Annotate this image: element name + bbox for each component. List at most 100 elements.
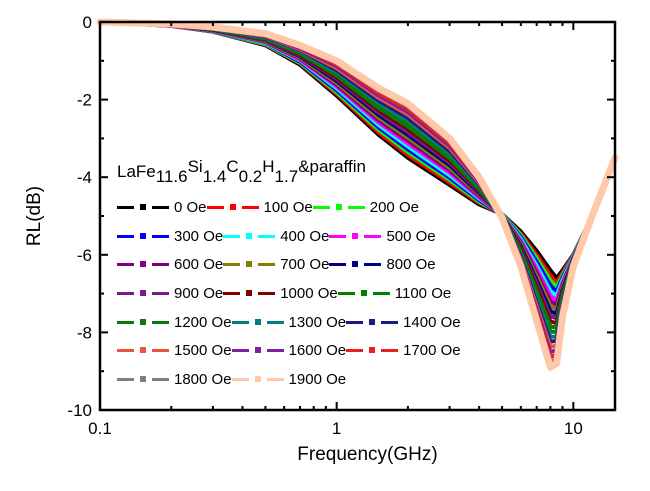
legend-marker-icon bbox=[140, 289, 146, 296]
legend-marker-icon bbox=[369, 318, 376, 325]
legend-line-segment bbox=[312, 205, 330, 209]
legend-label: 0 Oe bbox=[174, 198, 207, 216]
legend-line-segment bbox=[152, 234, 169, 238]
legend-line-segment bbox=[381, 320, 399, 324]
legend-line-segment bbox=[372, 291, 390, 295]
legend-swatch bbox=[117, 347, 169, 354]
legend-item: 500 Oe bbox=[329, 227, 436, 245]
legend-row: 1800 Oe 1900 Oe bbox=[117, 365, 461, 394]
legend-title-part: 0.2 bbox=[238, 167, 263, 186]
legend-line-segment bbox=[152, 205, 169, 209]
legend-line-segment bbox=[117, 349, 134, 353]
legend-line-segment bbox=[258, 263, 276, 267]
legend-swatch bbox=[329, 232, 382, 239]
legend-line-segment bbox=[346, 320, 364, 324]
legend-label: 1400 Oe bbox=[403, 313, 461, 331]
legend-line-segment bbox=[152, 377, 169, 381]
y-tick-label: -8 bbox=[77, 323, 92, 342]
legend-marker-icon bbox=[140, 203, 146, 210]
legend-row: 0 Oe 100 Oe 200 Oe bbox=[117, 193, 461, 222]
legend-label: 1100 Oe bbox=[394, 284, 452, 302]
legend-line-segment bbox=[152, 349, 169, 353]
legend-label: 1700 Oe bbox=[403, 342, 461, 360]
legend-swatch bbox=[231, 318, 284, 325]
legend-item: 1400 Oe bbox=[346, 314, 461, 331]
y-tick-label: -6 bbox=[77, 246, 92, 265]
legend-label: 1500 Oe bbox=[174, 342, 232, 360]
legend-marker-icon bbox=[369, 347, 376, 354]
legend-item: 1800 Oe bbox=[117, 371, 232, 388]
x-tick-label: 1 bbox=[332, 419, 341, 438]
legend-line-segment bbox=[223, 291, 241, 295]
legend-row: 600 Oe 700 Oe 800 Oe bbox=[117, 250, 461, 279]
legend-line-segment bbox=[337, 291, 355, 295]
legend-item: 300 Oe bbox=[117, 228, 223, 245]
legend-line-segment bbox=[364, 234, 382, 238]
legend-line-segment bbox=[117, 377, 134, 381]
legend-swatch bbox=[312, 203, 365, 210]
legend-title-part: H bbox=[262, 157, 275, 176]
legend-item: 1100 Oe bbox=[337, 284, 452, 302]
legend-item: 400 Oe bbox=[223, 228, 329, 245]
legend-label: 1900 Oe bbox=[288, 370, 347, 388]
legend-line-segment bbox=[329, 263, 347, 267]
legend-label: 600 Oe bbox=[174, 256, 224, 274]
legend-title-part: 1.4 bbox=[202, 167, 227, 186]
legend-swatch bbox=[117, 318, 169, 325]
legend-line-segment bbox=[223, 234, 241, 238]
legend-marker-icon bbox=[246, 232, 253, 239]
legend-line-segment bbox=[258, 234, 276, 238]
legend-label: 1300 Oe bbox=[288, 313, 347, 331]
legend-item: 1500 Oe bbox=[117, 342, 232, 359]
legend-label: 500 Oe bbox=[386, 227, 436, 245]
legend-marker-icon bbox=[335, 203, 342, 210]
legend-title-part: &paraffin bbox=[298, 157, 366, 176]
legend-marker-icon bbox=[254, 375, 261, 382]
legend-title: LaFe11.6Si1.4C0.2H1.7&paraffin bbox=[117, 157, 461, 187]
legend-swatch bbox=[231, 347, 284, 354]
legend-line-segment bbox=[346, 349, 364, 353]
legend-title-part: Si bbox=[187, 157, 203, 176]
legend-item: 700 Oe bbox=[223, 256, 329, 273]
legend-marker-icon bbox=[360, 289, 367, 296]
legend-item: 200 Oe bbox=[312, 199, 419, 216]
legend-row: 300 Oe 400 Oe 500 Oe bbox=[117, 222, 461, 251]
legend-marker-icon bbox=[246, 261, 253, 268]
legend-swatch bbox=[117, 289, 169, 296]
legend-marker-icon bbox=[140, 261, 146, 268]
legend-swatch bbox=[117, 203, 169, 210]
legend-title-part: 11.6 bbox=[155, 167, 188, 186]
legend-title-part: 1.7 bbox=[274, 167, 299, 186]
x-axis-title: Frequency(GHz) bbox=[297, 444, 437, 465]
legend-item: 1200 Oe bbox=[117, 314, 232, 331]
legend-swatch bbox=[231, 375, 284, 382]
legend-marker-icon bbox=[246, 289, 253, 296]
legend-item: 600 Oe bbox=[117, 256, 223, 273]
legend-marker-icon bbox=[229, 203, 236, 210]
legend-label: 700 Oe bbox=[280, 256, 330, 274]
legend-marker-icon bbox=[140, 232, 146, 239]
legend-swatch bbox=[117, 261, 169, 268]
legend-swatch bbox=[117, 375, 169, 382]
legend-title-part: C bbox=[226, 157, 239, 176]
legend-swatch bbox=[117, 232, 169, 239]
legend-marker-icon bbox=[140, 347, 146, 354]
y-tick-label: 0 bbox=[83, 13, 92, 32]
legend-line-segment bbox=[266, 349, 284, 353]
legend-line-segment bbox=[152, 291, 169, 295]
legend: LaFe11.6Si1.4C0.2H1.7&paraffin 0 Oe 100 O… bbox=[117, 157, 461, 394]
legend-item: 1900 Oe bbox=[231, 370, 347, 388]
y-tick-label: -2 bbox=[77, 91, 92, 110]
legend-label: 1200 Oe bbox=[174, 313, 232, 331]
legend-line-segment bbox=[206, 205, 224, 209]
legend-line-segment bbox=[364, 263, 382, 267]
legend-swatch bbox=[346, 318, 399, 325]
legend-label: 100 Oe bbox=[263, 198, 313, 216]
legend-item: 100 Oe bbox=[206, 198, 313, 216]
legend-line-segment bbox=[117, 234, 134, 238]
legend-label: 300 Oe bbox=[174, 227, 224, 245]
legend-item: 900 Oe bbox=[117, 285, 223, 302]
legend-label: 400 Oe bbox=[280, 227, 330, 245]
y-tick-label: -4 bbox=[77, 168, 92, 187]
legend-row: 900 Oe 1000 Oe 1100 Oe bbox=[117, 279, 461, 308]
